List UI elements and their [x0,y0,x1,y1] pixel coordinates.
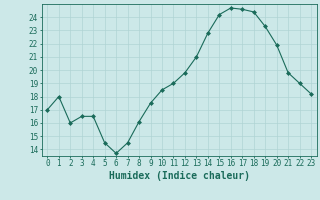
X-axis label: Humidex (Indice chaleur): Humidex (Indice chaleur) [109,171,250,181]
